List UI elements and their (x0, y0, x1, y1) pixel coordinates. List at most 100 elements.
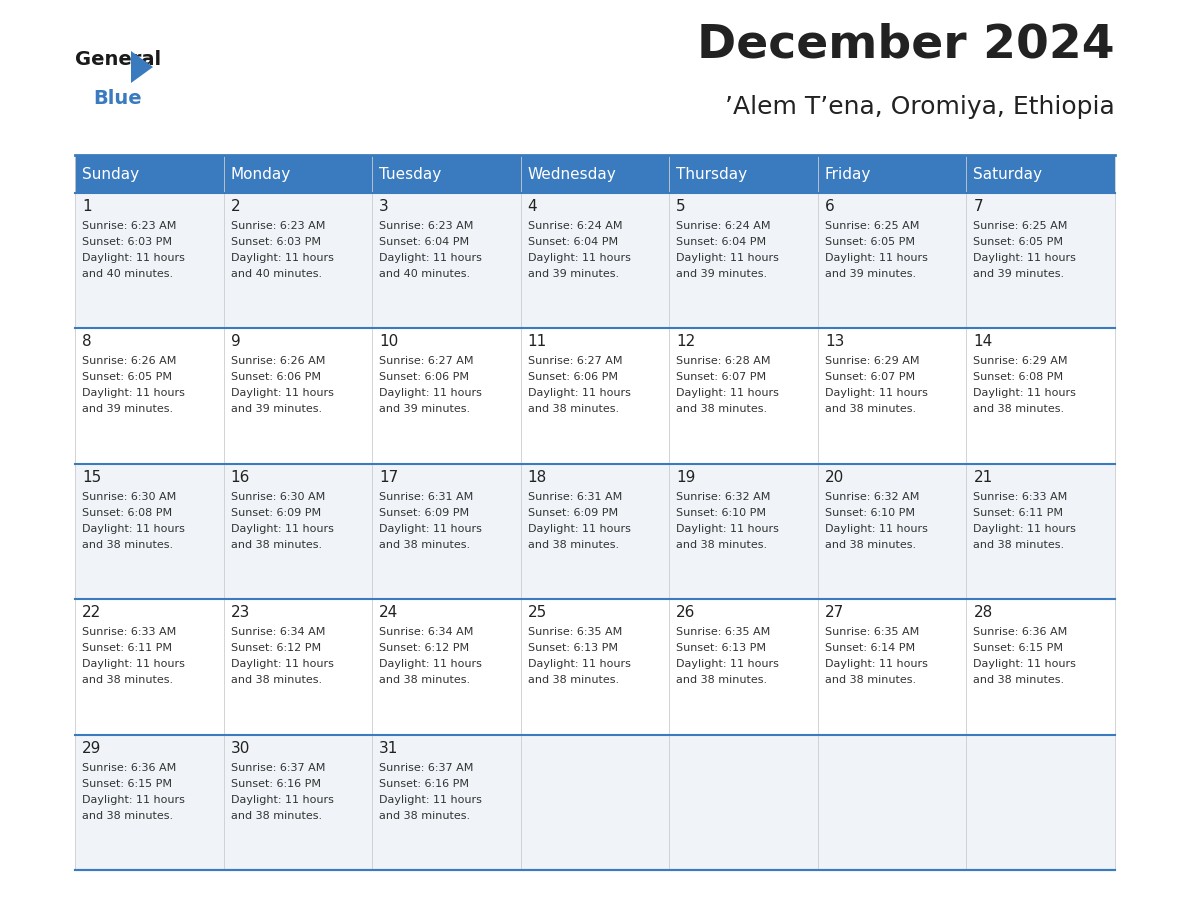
Text: Sunrise: 6:31 AM: Sunrise: 6:31 AM (379, 492, 473, 502)
Text: and 38 minutes.: and 38 minutes. (230, 811, 322, 821)
Text: 13: 13 (824, 334, 845, 350)
Text: 7: 7 (973, 199, 982, 214)
Text: Sunset: 6:12 PM: Sunset: 6:12 PM (230, 644, 321, 654)
Text: Daylight: 11 hours: Daylight: 11 hours (824, 659, 928, 669)
Text: Thursday: Thursday (676, 166, 747, 182)
Text: 15: 15 (82, 470, 101, 485)
Text: Sunrise: 6:24 AM: Sunrise: 6:24 AM (676, 221, 771, 231)
Text: 31: 31 (379, 741, 398, 756)
Text: 18: 18 (527, 470, 546, 485)
Text: Sunset: 6:05 PM: Sunset: 6:05 PM (973, 237, 1063, 247)
Text: 28: 28 (973, 605, 993, 621)
Text: Sunset: 6:12 PM: Sunset: 6:12 PM (379, 644, 469, 654)
Text: 25: 25 (527, 605, 546, 621)
Text: Sunset: 6:09 PM: Sunset: 6:09 PM (230, 508, 321, 518)
Text: 24: 24 (379, 605, 398, 621)
Text: Sunrise: 6:26 AM: Sunrise: 6:26 AM (230, 356, 326, 366)
Text: Daylight: 11 hours: Daylight: 11 hours (973, 524, 1076, 533)
Text: and 39 minutes.: and 39 minutes. (527, 269, 619, 279)
Text: and 38 minutes.: and 38 minutes. (230, 676, 322, 685)
Text: Sunset: 6:06 PM: Sunset: 6:06 PM (527, 373, 618, 383)
Text: Daylight: 11 hours: Daylight: 11 hours (973, 659, 1076, 669)
Text: Daylight: 11 hours: Daylight: 11 hours (824, 388, 928, 398)
Bar (75, 155, 1116, 193)
Text: Sunset: 6:14 PM: Sunset: 6:14 PM (824, 644, 915, 654)
Text: 6: 6 (824, 199, 835, 214)
Text: 20: 20 (824, 470, 845, 485)
Text: Daylight: 11 hours: Daylight: 11 hours (82, 659, 185, 669)
Text: Daylight: 11 hours: Daylight: 11 hours (379, 659, 482, 669)
Text: Daylight: 11 hours: Daylight: 11 hours (230, 659, 334, 669)
Text: Sunset: 6:07 PM: Sunset: 6:07 PM (676, 373, 766, 383)
Text: Daylight: 11 hours: Daylight: 11 hours (82, 253, 185, 263)
Text: Daylight: 11 hours: Daylight: 11 hours (230, 253, 334, 263)
Text: Sunset: 6:13 PM: Sunset: 6:13 PM (676, 644, 766, 654)
Text: Sunset: 6:06 PM: Sunset: 6:06 PM (230, 373, 321, 383)
Text: and 38 minutes.: and 38 minutes. (676, 540, 767, 550)
Text: Sunrise: 6:31 AM: Sunrise: 6:31 AM (527, 492, 623, 502)
Text: 30: 30 (230, 741, 249, 756)
Text: General: General (75, 50, 162, 69)
Text: Blue: Blue (93, 89, 141, 108)
Text: Daylight: 11 hours: Daylight: 11 hours (230, 795, 334, 804)
Text: Daylight: 11 hours: Daylight: 11 hours (676, 253, 779, 263)
Text: and 38 minutes.: and 38 minutes. (824, 405, 916, 414)
Bar (75, 464, 1116, 599)
Text: Daylight: 11 hours: Daylight: 11 hours (973, 388, 1076, 398)
Bar (75, 329, 1116, 464)
Text: Saturday: Saturday (973, 166, 1042, 182)
Text: Daylight: 11 hours: Daylight: 11 hours (527, 524, 631, 533)
Text: and 38 minutes.: and 38 minutes. (82, 811, 173, 821)
Text: Daylight: 11 hours: Daylight: 11 hours (676, 659, 779, 669)
Polygon shape (131, 51, 153, 83)
Text: Sunrise: 6:29 AM: Sunrise: 6:29 AM (973, 356, 1068, 366)
Text: and 38 minutes.: and 38 minutes. (379, 811, 470, 821)
Text: and 38 minutes.: and 38 minutes. (973, 405, 1064, 414)
Text: and 38 minutes.: and 38 minutes. (973, 676, 1064, 685)
Text: and 38 minutes.: and 38 minutes. (824, 540, 916, 550)
Text: Sunset: 6:10 PM: Sunset: 6:10 PM (824, 508, 915, 518)
Text: Daylight: 11 hours: Daylight: 11 hours (676, 388, 779, 398)
Text: Sunrise: 6:32 AM: Sunrise: 6:32 AM (676, 492, 771, 502)
Text: Daylight: 11 hours: Daylight: 11 hours (527, 388, 631, 398)
Text: Sunrise: 6:30 AM: Sunrise: 6:30 AM (82, 492, 176, 502)
Text: Monday: Monday (230, 166, 291, 182)
Text: 12: 12 (676, 334, 695, 350)
Text: 27: 27 (824, 605, 845, 621)
Text: Daylight: 11 hours: Daylight: 11 hours (230, 524, 334, 533)
Text: Sunrise: 6:23 AM: Sunrise: 6:23 AM (379, 221, 474, 231)
Text: Sunrise: 6:25 AM: Sunrise: 6:25 AM (973, 221, 1068, 231)
Text: Daylight: 11 hours: Daylight: 11 hours (379, 253, 482, 263)
Text: and 39 minutes.: and 39 minutes. (379, 405, 470, 414)
Text: Daylight: 11 hours: Daylight: 11 hours (527, 253, 631, 263)
Text: Sunrise: 6:27 AM: Sunrise: 6:27 AM (527, 356, 623, 366)
Text: 23: 23 (230, 605, 249, 621)
Text: and 38 minutes.: and 38 minutes. (527, 676, 619, 685)
Text: 14: 14 (973, 334, 993, 350)
Text: Sunset: 6:06 PM: Sunset: 6:06 PM (379, 373, 469, 383)
Text: and 39 minutes.: and 39 minutes. (82, 405, 173, 414)
Text: ’Alem T’ena, Oromiya, Ethiopia: ’Alem T’ena, Oromiya, Ethiopia (725, 95, 1116, 119)
Text: Sunrise: 6:23 AM: Sunrise: 6:23 AM (230, 221, 326, 231)
Text: December 2024: December 2024 (697, 22, 1116, 67)
Text: and 39 minutes.: and 39 minutes. (824, 269, 916, 279)
Text: and 38 minutes.: and 38 minutes. (230, 540, 322, 550)
Text: Sunset: 6:05 PM: Sunset: 6:05 PM (824, 237, 915, 247)
Text: Daylight: 11 hours: Daylight: 11 hours (379, 388, 482, 398)
Text: Sunrise: 6:37 AM: Sunrise: 6:37 AM (379, 763, 474, 773)
Text: and 38 minutes.: and 38 minutes. (379, 540, 470, 550)
Text: Sunset: 6:08 PM: Sunset: 6:08 PM (973, 373, 1063, 383)
Text: and 38 minutes.: and 38 minutes. (676, 676, 767, 685)
Text: Sunset: 6:10 PM: Sunset: 6:10 PM (676, 508, 766, 518)
Text: Sunrise: 6:34 AM: Sunrise: 6:34 AM (230, 627, 326, 637)
Text: and 40 minutes.: and 40 minutes. (230, 269, 322, 279)
Text: Sunrise: 6:35 AM: Sunrise: 6:35 AM (527, 627, 623, 637)
Text: Tuesday: Tuesday (379, 166, 442, 182)
Text: 4: 4 (527, 199, 537, 214)
Text: 11: 11 (527, 334, 546, 350)
Text: Sunset: 6:04 PM: Sunset: 6:04 PM (676, 237, 766, 247)
Text: and 39 minutes.: and 39 minutes. (230, 405, 322, 414)
Text: and 38 minutes.: and 38 minutes. (824, 676, 916, 685)
Text: Wednesday: Wednesday (527, 166, 617, 182)
Text: and 38 minutes.: and 38 minutes. (379, 676, 470, 685)
